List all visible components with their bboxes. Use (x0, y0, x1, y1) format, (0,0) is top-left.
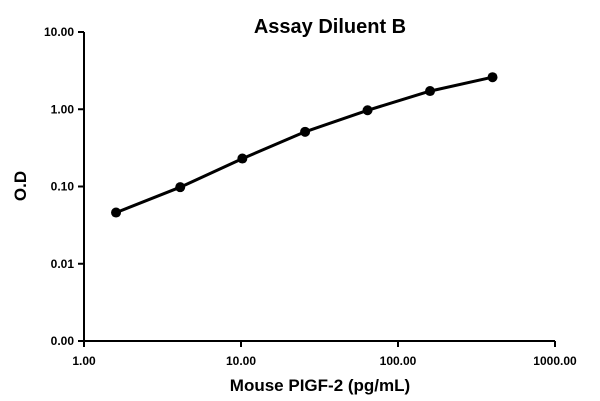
data-point (425, 86, 436, 97)
series-layer (111, 72, 498, 218)
data-point (175, 182, 186, 193)
y-axis-title: O.D (11, 171, 30, 201)
x-tick-label: 1000.00 (533, 354, 577, 368)
x-axis-ticks: 1.00 10.00 100.00 1000.00 (72, 341, 577, 368)
x-tick-label: 1.00 (72, 354, 96, 368)
x-axis-title: Mouse PIGF-2 (pg/mL) (230, 376, 410, 395)
data-point (362, 105, 373, 116)
data-point (300, 126, 311, 137)
y-tick-label: 0.10 (51, 180, 75, 194)
data-point (111, 207, 122, 218)
y-tick-label: 10.00 (44, 25, 74, 39)
chart-title: Assay Diluent B (254, 16, 406, 38)
x-tick-label: 10.00 (226, 354, 256, 368)
y-axis-ticks: 0.00 0.01 0.10 1.00 10.00 (44, 25, 84, 348)
y-tick-label: 0.01 (51, 257, 75, 271)
y-tick-label: 0.00 (51, 334, 75, 348)
data-point (487, 72, 498, 83)
plot-area: 0.00 0.01 0.10 1.00 10.00 1.00 10.00 100.00 100… (44, 25, 577, 368)
y-tick-label: 1.00 (51, 102, 75, 116)
x-tick-label: 100.00 (380, 354, 417, 368)
data-point (237, 153, 248, 164)
